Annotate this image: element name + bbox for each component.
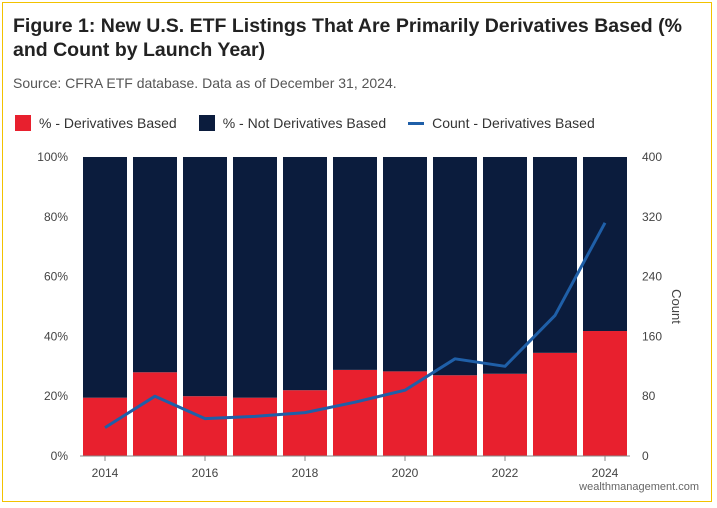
bar-not-derivatives-2019[interactable] [333, 157, 377, 370]
legend-label-derivatives-pct: % - Derivatives Based [39, 115, 177, 131]
x-tick-label: 2018 [292, 466, 319, 480]
bar-not-derivatives-2014[interactable] [83, 157, 127, 398]
legend-swatch-count [408, 121, 425, 125]
bar-derivatives-2016[interactable] [183, 396, 227, 456]
legend-item-not-derivatives-pct[interactable]: % - Not Derivatives Based [198, 115, 387, 131]
x-tick-label: 2014 [92, 466, 119, 480]
source-credit: wealthmanagement.com [579, 481, 699, 493]
y-left-tick-label: 100% [37, 150, 68, 164]
count-derivatives-line[interactable] [104, 222, 607, 429]
bar-not-derivatives-2022[interactable] [483, 157, 527, 374]
bar-derivatives-2019[interactable] [333, 369, 377, 456]
bar-derivatives-2017[interactable] [233, 397, 277, 456]
y-left-tick-label: 40% [44, 329, 68, 343]
legend-item-count[interactable]: Count - Derivatives Based [408, 115, 595, 131]
bar-not-derivatives-2020[interactable] [383, 157, 427, 372]
legend-swatch-derivatives [15, 115, 31, 131]
bar-derivatives-2018[interactable] [283, 390, 327, 456]
bar-derivatives-2022[interactable] [483, 373, 527, 456]
legend-swatch-not-derivatives [198, 115, 215, 131]
bar-not-derivatives-2015[interactable] [133, 157, 177, 373]
x-tick-label: 2024 [592, 466, 619, 480]
bar-derivatives-2023[interactable] [533, 352, 577, 456]
y-right-tick-label: 320 [642, 210, 662, 224]
y-left-tick-label: 60% [44, 270, 68, 284]
bar-not-derivatives-2016[interactable] [183, 157, 227, 397]
chart-legend: % - Derivatives Based % - Not Derivative… [15, 115, 617, 131]
legend-label-count: Count - Derivatives Based [432, 115, 595, 131]
chart-subtitle: Source: CFRA ETF database. Data as of De… [13, 75, 397, 91]
legend-item-derivatives-pct[interactable]: % - Derivatives Based [15, 115, 177, 131]
bar-derivatives-2015[interactable] [133, 372, 177, 456]
bar-derivatives-2020[interactable] [383, 371, 427, 456]
y-right-tick-label: 160 [642, 329, 662, 343]
y-right-tick-label: 80 [642, 389, 656, 403]
bar-not-derivatives-2024[interactable] [583, 157, 627, 332]
y-right-tick-label: 0 [642, 449, 649, 463]
legend-label-not-derivatives-pct: % - Not Derivatives Based [222, 115, 387, 131]
bar-not-derivatives-2017[interactable] [233, 157, 277, 398]
y-right-axis-title: Count [669, 289, 684, 324]
y-left-tick-label: 20% [44, 389, 68, 403]
bar-not-derivatives-2021[interactable] [433, 157, 477, 376]
chart-title: Figure 1: New U.S. ETF Listings That Are… [13, 15, 682, 61]
y-right-tick-label: 240 [642, 270, 662, 284]
y-left-tick-label: 0% [51, 449, 69, 463]
x-tick-label: 2020 [392, 466, 419, 480]
x-tick-label: 2022 [492, 466, 519, 480]
bar-derivatives-2021[interactable] [433, 375, 477, 456]
bar-not-derivatives-2023[interactable] [533, 157, 577, 353]
bar-not-derivatives-2018[interactable] [283, 157, 327, 391]
y-right-tick-label: 400 [642, 150, 662, 164]
bar-derivatives-2024[interactable] [583, 331, 627, 456]
y-left-tick-label: 80% [44, 210, 68, 224]
x-tick-label: 2016 [192, 466, 219, 480]
